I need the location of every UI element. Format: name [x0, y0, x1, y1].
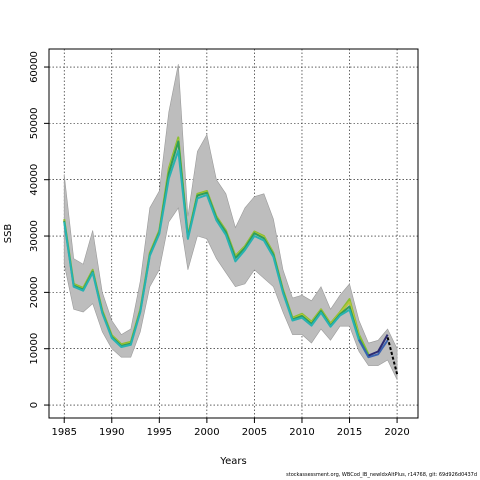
y-tick-label: 40000	[29, 164, 40, 196]
series-lines	[63, 136, 399, 375]
x-tick-label: 2005	[242, 427, 267, 438]
axis-ticks: 1985 1990 1995 2000 2005 2010 2015 2020 0 10000 20…	[29, 51, 410, 438]
series-line-3	[63, 149, 370, 358]
series-line-6	[386, 337, 399, 375]
y-tick-label: 0	[29, 402, 40, 408]
confidence-band	[63, 64, 398, 380]
x-tick-label: 2015	[337, 427, 362, 438]
footer-credit: stockassessment.org, WBCod_IB_newIdxAltP…	[286, 472, 477, 478]
y-tick-label: 20000	[29, 276, 40, 308]
y-tick-label: 10000	[29, 333, 40, 365]
x-tick-label: 2010	[289, 427, 314, 438]
x-tick-label: 2020	[384, 427, 409, 438]
x-tick-label: 1985	[51, 427, 76, 438]
x-axis-label: Years	[219, 456, 246, 467]
y-tick-label: 60000	[29, 51, 40, 83]
plot-frame	[48, 48, 419, 419]
y-tick-label: 30000	[29, 220, 40, 252]
y-axis-label: SSB	[3, 224, 14, 244]
series-line-5	[368, 334, 389, 357]
x-tick-label: 2000	[194, 427, 219, 438]
y-tick-label: 50000	[29, 107, 40, 139]
series-line-4	[358, 339, 389, 359]
x-tick-label: 1990	[99, 427, 124, 438]
x-tick-label: 1995	[147, 427, 172, 438]
